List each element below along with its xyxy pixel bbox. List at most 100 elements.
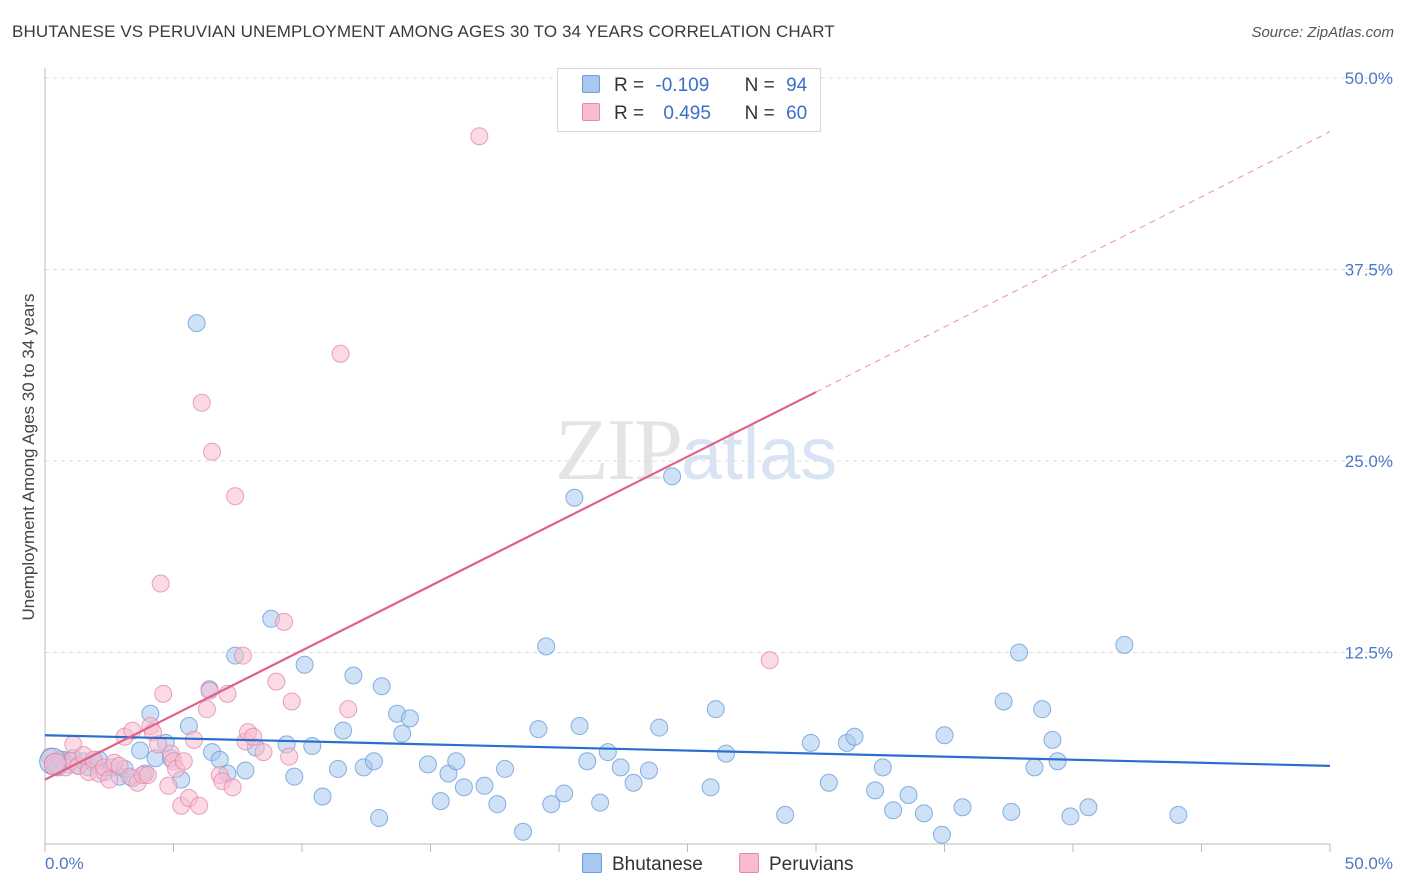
bhutanese-point (529, 720, 548, 739)
bhutanese-point (845, 727, 864, 746)
bhutanese-point (447, 752, 466, 771)
y-tick-label: 12.5% (1345, 644, 1393, 663)
bhutanese-point (873, 758, 892, 777)
bhutanese-point (334, 721, 353, 740)
peruvian-point (760, 651, 779, 670)
bottom-legend-bhutanese: Bhutanese (582, 853, 703, 876)
peruvian-point (192, 393, 211, 412)
bhutanese-point (624, 773, 643, 792)
bhutanese-point (1043, 730, 1062, 749)
x-tick-label: 50.0% (1345, 854, 1393, 873)
bottom-swatch-bhutanese (582, 853, 602, 873)
peruvian-point (470, 127, 489, 146)
watermark-atlas: atlas (681, 412, 838, 495)
bhutanese-point (1079, 798, 1098, 817)
peruvian-point (233, 646, 252, 665)
bhutanese-point (578, 752, 597, 771)
bhutanese-point (1169, 805, 1188, 824)
bhutanese-point (488, 795, 507, 814)
bhutanese-point (418, 755, 437, 774)
peruvian-point (154, 684, 173, 703)
bottom-legend-peruvians: Peruvians (739, 853, 854, 876)
bhutanese-point (701, 778, 720, 797)
x-tick-label: 0.0% (45, 854, 84, 873)
peruvian-point (267, 672, 286, 691)
y-tick-label: 37.5% (1345, 261, 1393, 280)
legend-r-value: -0.109 (655, 75, 710, 96)
bhutanese-point (328, 759, 347, 778)
bhutanese-point (598, 743, 617, 762)
bottom-legend-label: Peruvians (769, 854, 854, 875)
bhutanese-point (1002, 802, 1021, 821)
bhutanese-point (370, 808, 389, 827)
bhutanese-point (1115, 635, 1134, 654)
peruvian-point (197, 700, 216, 719)
bhutanese-point (303, 736, 322, 755)
bhutanese-point (555, 784, 574, 803)
legend-n-value: 60 (786, 103, 808, 124)
watermark-zip: ZIP (555, 402, 683, 499)
bhutanese-point (475, 776, 494, 795)
bhutanese-point (591, 793, 610, 812)
bhutanese-point (1061, 807, 1080, 826)
axes (44, 68, 1331, 852)
chart-title: BHUTANESE VS PERUVIAN UNEMPLOYMENT AMONG… (12, 22, 835, 41)
bhutanese-point (364, 752, 383, 771)
peruvian-point (159, 776, 178, 795)
bhutanese-point (663, 467, 682, 486)
peruvian-point (151, 574, 170, 593)
y-axis-label: Unemployment Among Ages 30 to 34 years (19, 294, 38, 621)
bhutanese-point (393, 724, 412, 743)
peruvian-point (149, 735, 168, 754)
bhutanese-point (994, 692, 1013, 711)
bhutanese-point (884, 801, 903, 820)
peruvian-point (174, 752, 193, 771)
bhutanese-point (935, 726, 954, 745)
bhutanese-point (801, 733, 820, 752)
bhutanese-point (776, 805, 795, 824)
peruvian-point (339, 700, 358, 719)
bhutanese-point (866, 781, 885, 800)
bhutanese-point (706, 700, 725, 719)
data-points (39, 127, 1188, 844)
bhutanese-point (431, 792, 450, 811)
grid-lines (45, 77, 1392, 653)
legend-row-peruvians: R = 0.495 N = 60 (582, 103, 807, 127)
watermark: ZIPatlas (555, 400, 837, 501)
bhutanese-point (819, 773, 838, 792)
bhutanese-point (611, 758, 630, 777)
peruvian-point (254, 743, 273, 762)
y-tick-label: 25.0% (1345, 452, 1393, 471)
source-label: Source: ZipAtlas.com (1251, 24, 1394, 41)
bhutanese-point (537, 637, 556, 656)
bhutanese-point (496, 759, 515, 778)
bhutanese-point (295, 655, 314, 674)
peruvian-point (244, 727, 263, 746)
tick-labels: 12.5% 25.0% 37.5% 50.0% 0.0% 50.0% Unemploymen… (19, 69, 1393, 873)
bhutanese-point (1048, 752, 1067, 771)
peruvian-point (43, 752, 67, 776)
bhutanese-point (899, 785, 918, 804)
legend-n-label: N = (744, 75, 775, 96)
bhutanese-trend-line (44, 734, 1331, 767)
bottom-legend-label: Bhutanese (612, 854, 703, 875)
bhutanese-point (514, 822, 533, 841)
bhutanese-point (131, 741, 150, 760)
legend-n-label: N = (744, 103, 775, 124)
bhutanese-point (344, 666, 363, 685)
peruvian-point (280, 747, 299, 766)
legend-r-label: R = (614, 103, 645, 124)
bhutanese-point (650, 718, 669, 737)
trend-lines (44, 131, 1331, 781)
peruvian-trend-line (44, 391, 817, 781)
peruvian-point (190, 796, 209, 815)
peruvian-point (100, 770, 119, 789)
bhutanese-point (570, 717, 589, 736)
bhutanese-point (236, 761, 255, 780)
y-tick-label: 50.0% (1345, 69, 1393, 88)
correlation-legend: R = -0.109 N = 94 R = 0.495 N = 60 (557, 68, 821, 132)
peruvian-point (203, 442, 222, 461)
bhutanese-point (1025, 758, 1044, 777)
bhutanese-point (914, 804, 933, 823)
bhutanese-point (639, 761, 658, 780)
